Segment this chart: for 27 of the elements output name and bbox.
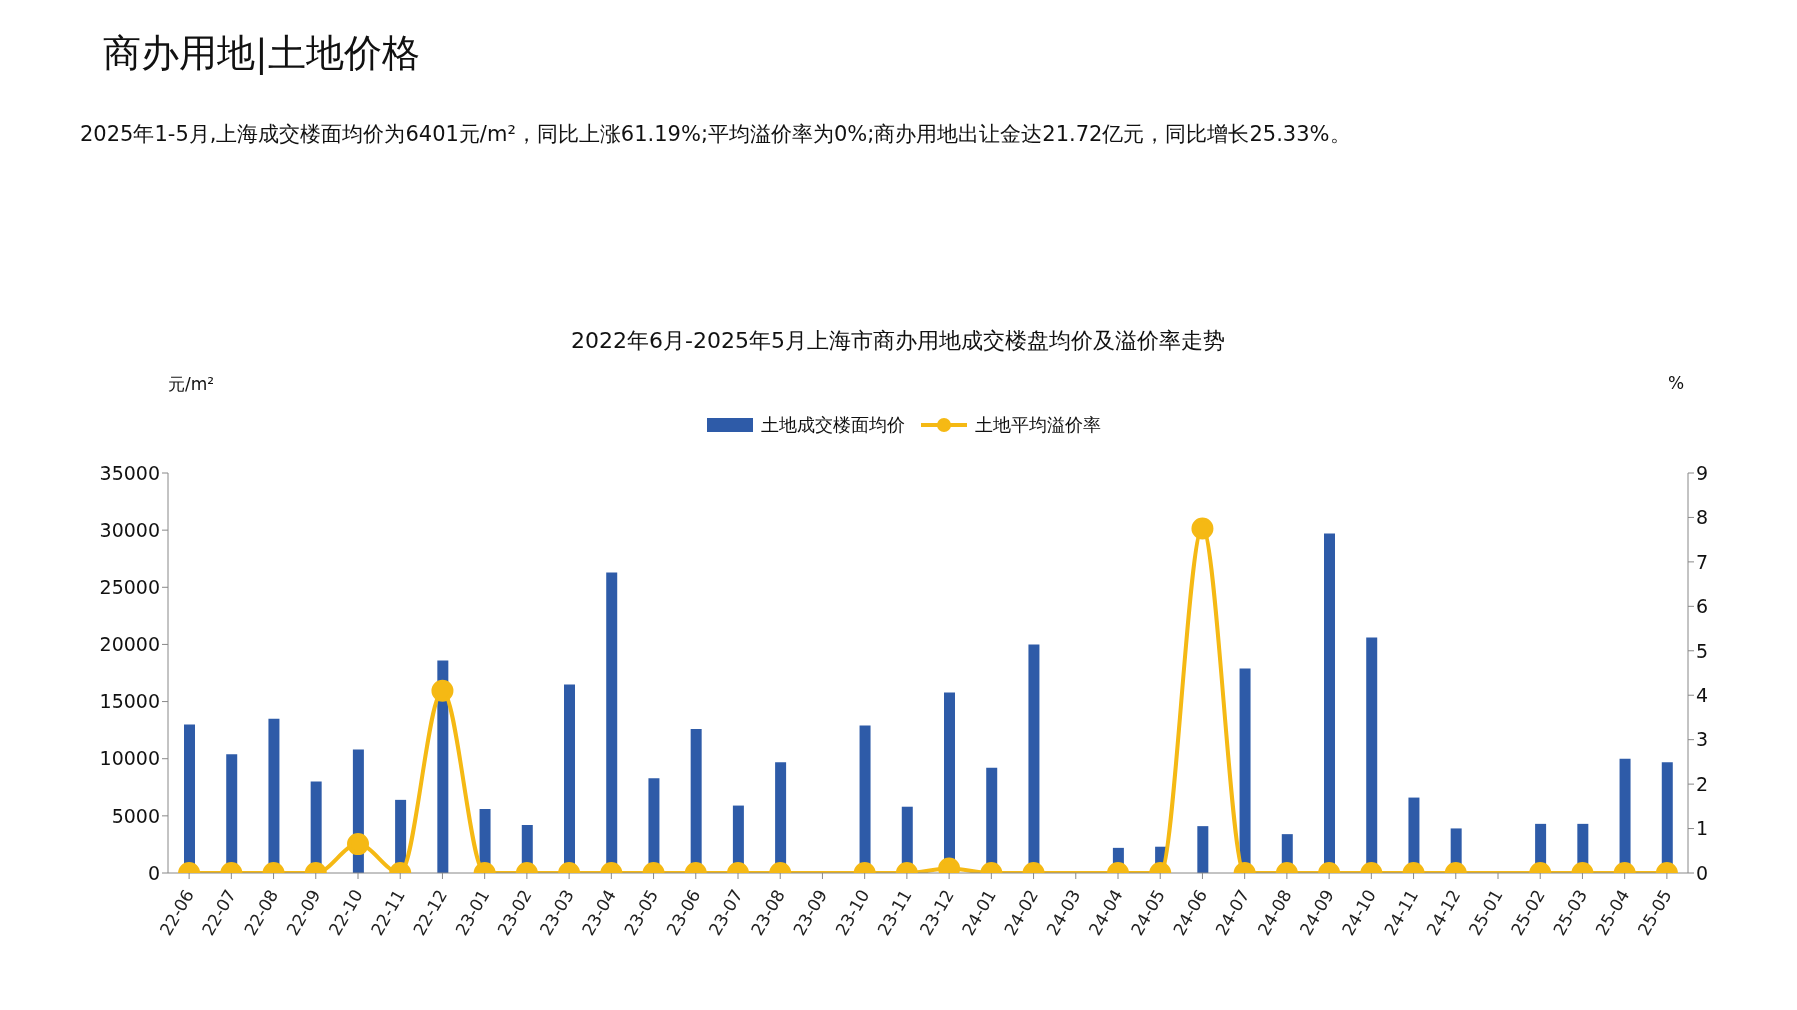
y2-tick-label: 5 [1696,639,1709,662]
y-tick-label: 20000 [99,633,160,656]
y-tick-label: 5000 [111,804,160,827]
y-tick-label: 15000 [99,690,160,713]
point [1191,517,1214,540]
y2-tick-label: 1 [1696,817,1709,840]
text: 2025年1-5月,上海成交楼面均价为6401元/m²，同比上涨61.19%;平均溢价率为0%;商办用地出让金达21.72亿元，同比增长25.33%。 [80,121,1351,148]
y2-tick-label: 7 [1696,550,1709,573]
y-tick-label: 10000 [99,747,160,770]
y-tick-label: 30000 [99,518,160,541]
y-tick-label: 25000 [99,576,160,599]
legend-label: 土地平均溢价率 [975,413,1101,437]
bar [1197,826,1209,873]
y-tick-label: 35000 [99,461,160,484]
y-tick-label: 0 [147,861,160,884]
y2-axis-title: % [1668,373,1685,393]
y2-tick-label: 3 [1696,728,1709,751]
y2-tick-label: 9 [1696,461,1709,484]
y2-tick-label: 0 [1696,861,1709,884]
y2-tick-label: 6 [1696,595,1709,618]
y-axis-title: 元/m² [168,373,215,396]
y2-tick-label: 2 [1696,772,1709,795]
chart-title: 2022年6月-2025年5月上海市商办用地成交楼盘均价及溢价率走势 [570,327,1226,355]
legend-label: 土地成交楼面均价 [761,413,905,437]
y2-tick-label: 8 [1696,506,1709,529]
y2-tick-label: 4 [1696,683,1709,706]
text: 商办用地|土地价格 [103,30,420,77]
